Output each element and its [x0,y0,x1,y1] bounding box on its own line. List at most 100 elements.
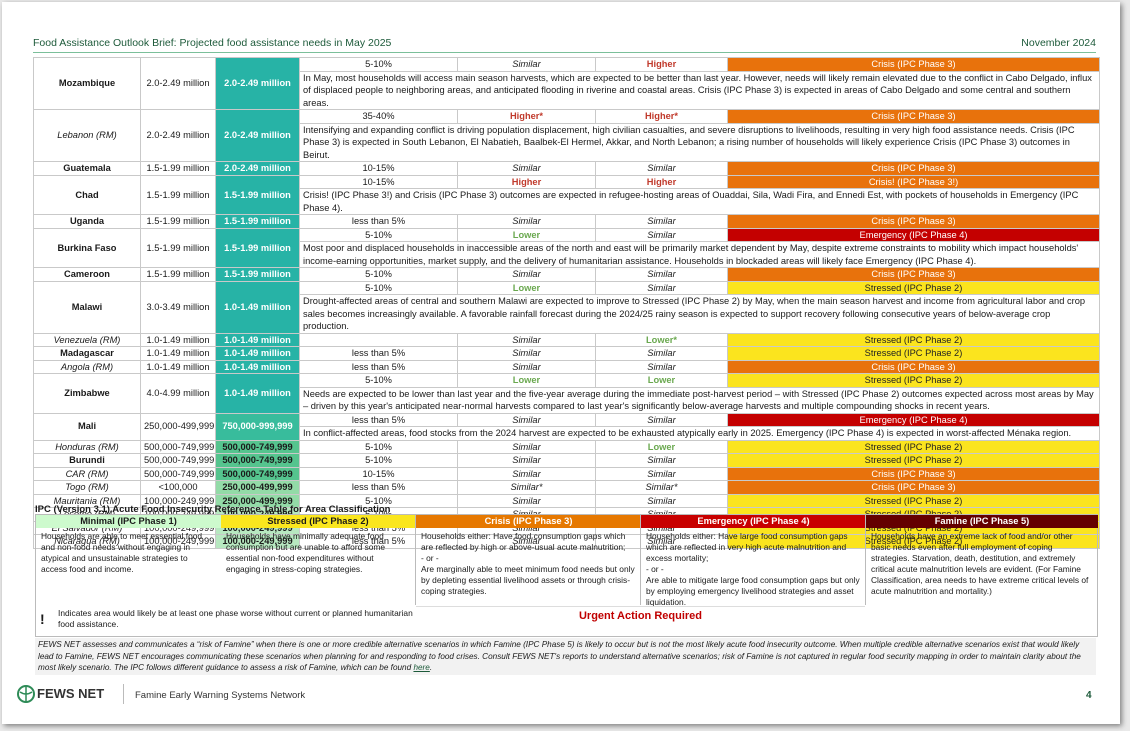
country: Burkina Faso [33,227,141,268]
logo-text: FEWS NET [37,686,105,701]
current-range: 1.0-1.49 million [140,346,216,361]
current-range: <100,000 [140,480,216,495]
country: Cameroon [33,267,141,282]
projected-range: 750,000-999,999 [215,412,300,441]
disclaimer-end: . [429,663,433,672]
trend: Lower [457,280,596,295]
projected-range: 1.0-1.49 million [215,332,300,347]
table-row: Venezuela (RM) 1.0-1.49 million 1.0-1.49 m… [33,332,1100,347]
table-row: Zimbabwe 4.0-4.99 million 1.0-1.49 million… [33,373,1100,414]
trend: Higher* [595,109,728,124]
legend-column: Crisis (IPC Phase 3) Households either: H… [415,515,641,605]
legend-title: IPC (Version 3.1) Acute Food Insecurity … [35,504,391,515]
ipc-phase: Crisis! (IPC Phase 3!) [727,174,1100,189]
table-row: Chad 1.5-1.99 million 1.5-1.99 million 10-1… [33,174,1100,215]
trend: Similar [595,280,728,295]
country: Lebanon (RM) [33,109,141,162]
country: Mozambique [33,57,141,110]
trend: Similar [595,412,728,427]
ipc-phase: Crisis (IPC Phase 3) [727,57,1100,72]
trend: Similar [457,412,596,427]
table-row: Honduras (RM) 500,000-749,999 500,000-749,… [33,439,1100,454]
narrative-row: Intensifying and expanding conflict is d… [34,122,1100,162]
table-row: Mozambique 2.0-2.49 million 2.0-2.49 milli… [33,57,1100,110]
projected-range: 2.0-2.49 million [215,161,300,176]
ipc-phase: Emergency (IPC Phase 4) [727,227,1100,242]
narrative-row: Crisis! (IPC Phase 3!) and Crisis (IPC P… [34,188,1100,215]
table-row: Angola (RM) 1.0-1.49 million 1.0-1.49 mill… [33,359,1100,374]
population-share: less than 5% [299,480,458,495]
table-row: Malawi 3.0-3.49 million 1.0-1.49 million 5-… [33,280,1100,334]
trend: Similar [457,346,596,361]
disclaimer-text: FEWS NET assesses and communicates a “ri… [38,640,1081,672]
ipc-phase: Crisis (IPC Phase 3) [727,480,1100,495]
current-range: 500,000-749,999 [140,453,216,468]
urgent-label: Urgent Action Required [416,606,865,622]
trend: Lower* [595,332,728,347]
projected-range: 500,000-749,999 [215,453,300,468]
legend-column: Minimal (IPC Phase 1) Households are able… [36,515,221,578]
trend: Higher* [457,109,596,124]
table-row: Madagascar 1.0-1.49 million 1.0-1.49 milli… [33,346,1100,361]
projected-range: 1.0-1.49 million [215,346,300,361]
current-range: 100,000-249,999 [140,534,216,549]
projected-range: 1.5-1.99 million [215,227,300,268]
narrative-row: Needs are expected to be lower than last… [34,386,1100,414]
ipc-phase: Crisis (IPC Phase 3) [727,214,1100,229]
table-row: Cameroon 1.5-1.99 million 1.5-1.99 million… [33,267,1100,282]
country: Malawi [33,280,141,334]
current-range: 3.0-3.49 million [140,280,216,334]
current-range: 1.0-1.49 million [140,359,216,374]
legend-description: Households either: Have food consumption… [421,531,635,596]
population-share: less than 5% [299,412,458,427]
ipc-phase: Stressed (IPC Phase 2) [727,534,1100,549]
narrative: In May, most households will access main… [299,70,1100,110]
population-share: 10-15% [299,174,458,189]
legend-header: Famine (IPC Phase 5) [866,515,1098,528]
population-share: less than 5% [299,346,458,361]
footer-separator [123,684,124,704]
population-share [299,332,458,347]
trend: Similar [595,161,728,176]
population-share: less than 5% [299,214,458,229]
country: Togo (RM) [33,480,141,495]
trend: Similar [457,161,596,176]
disclaimer-link[interactable]: here [413,663,430,672]
projected-range: 1.0-1.49 million [215,359,300,374]
projected-range: 2.0-2.49 million [215,57,300,110]
narrative: Most poor and displaced households in in… [299,241,1100,268]
projected-range: 1.0-1.49 million [215,373,300,414]
trend: Similar [457,214,596,229]
disclaimer: FEWS NET assesses and communicates a “ri… [35,638,1096,675]
page: Food Assistance Outlook Brief: Projected… [2,2,1120,724]
trend: Higher [457,174,596,189]
projected-range: 500,000-749,999 [215,466,300,481]
narrative-row: In May, most households will access main… [34,70,1100,110]
table-row: Uganda 1.5-1.99 million 1.5-1.99 million le… [33,214,1100,229]
current-range: 1.5-1.99 million [140,267,216,282]
projected-range: 250,000-499,999 [215,493,300,508]
narrative: Needs are expected to be lower than last… [299,386,1100,414]
ipc-phase: Stressed (IPC Phase 2) [727,453,1100,468]
projected-range: 250,000-499,999 [215,480,300,495]
population-share: 5-10% [299,280,458,295]
current-range: 500,000-749,999 [140,439,216,454]
ipc-phase: Stressed (IPC Phase 2) [727,280,1100,295]
trend: Lower [595,373,728,388]
note-text: Indicates area would likely be at least … [58,608,413,629]
projected-range: 2.0-2.49 million [215,109,300,162]
trend: Similar [595,267,728,282]
ipc-phase: Stressed (IPC Phase 2) [727,373,1100,388]
current-range: 1.0-1.49 million [140,332,216,347]
narrative-row: In conflict-affected areas, food stocks … [34,426,1100,441]
table-row: Nicaragua (RM) 100,000-249,999 100,000-249… [33,534,1100,549]
country: Chad [33,174,141,215]
trend: Similar [595,453,728,468]
current-range: 1.5-1.99 million [140,161,216,176]
trend: Similar [595,359,728,374]
table-row: Mauritania (RM) 100,000-249,999 250,000-49… [33,493,1100,508]
trend: Similar [457,493,596,508]
legend-description: Households are able to meet essential fo… [41,531,203,574]
trend: Similar [595,466,728,481]
